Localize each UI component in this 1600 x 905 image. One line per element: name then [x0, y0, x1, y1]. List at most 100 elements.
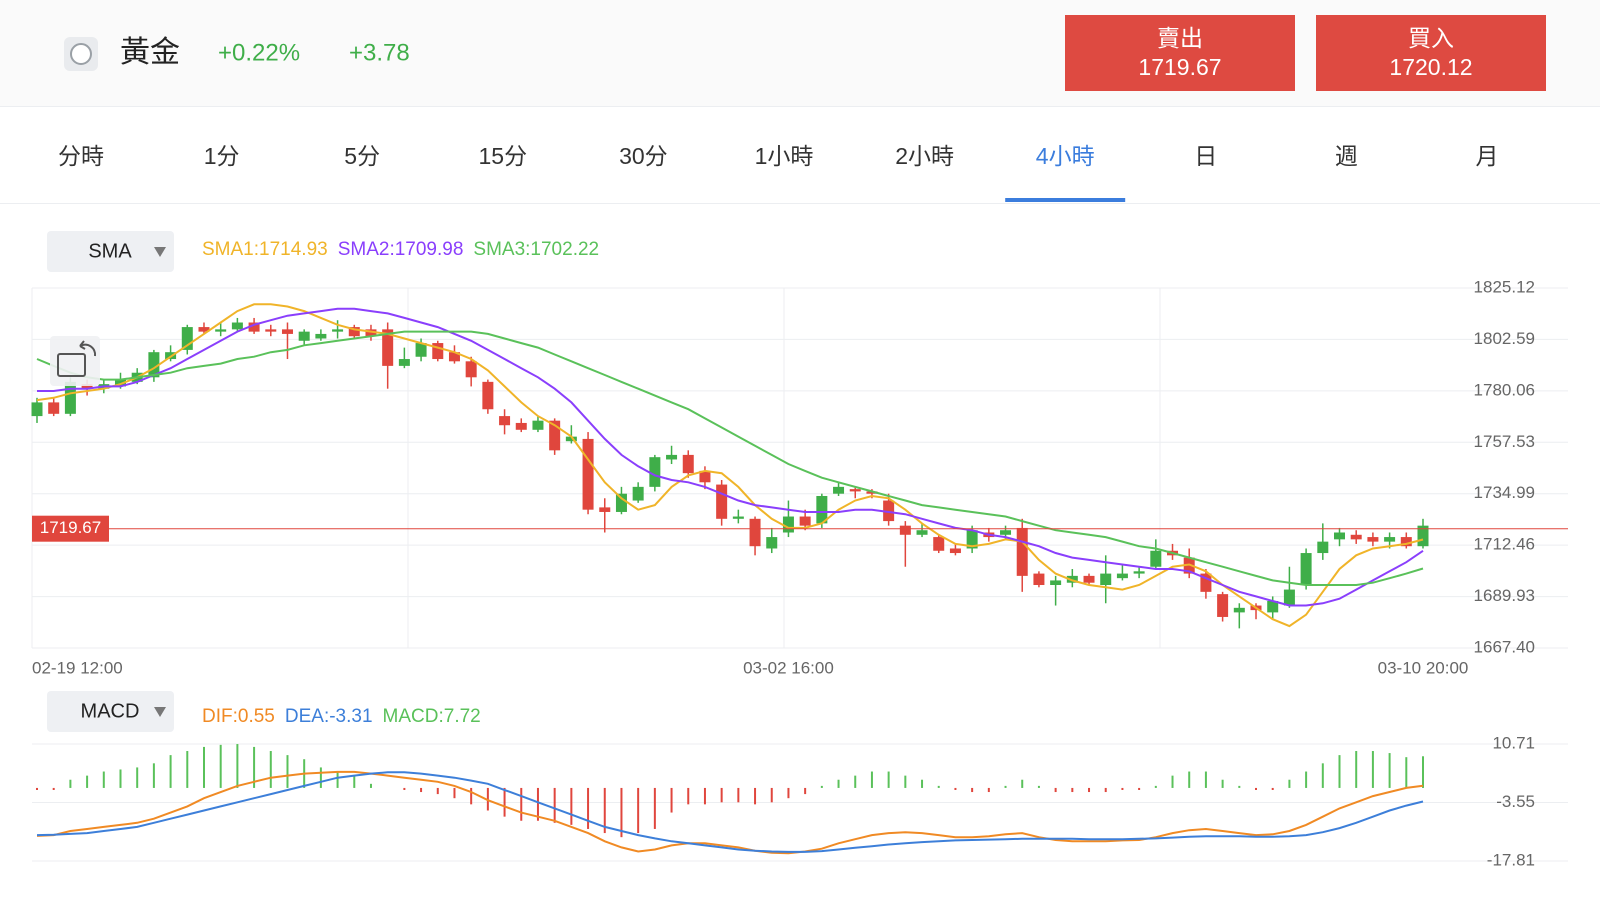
candle-body — [398, 359, 410, 366]
candle-body — [883, 500, 895, 522]
candle-body — [1384, 537, 1396, 542]
sma-dropdown[interactable]: SMA — [47, 231, 174, 272]
legend-entry: DIF:0.55 — [202, 706, 275, 727]
candle-body — [532, 420, 544, 430]
sell-label: 賣出 — [1157, 25, 1203, 51]
candle-body — [64, 381, 76, 414]
candle-body — [265, 329, 277, 332]
candle-body — [1317, 541, 1329, 554]
tab[interactable]: 5分 — [344, 143, 380, 169]
buy-button-bg[interactable] — [1316, 15, 1546, 91]
y-tick-label: -17.81 — [1487, 850, 1535, 869]
y-tick-label: -3.55 — [1496, 792, 1535, 811]
candle-body — [248, 322, 260, 332]
dropdown-arrow — [154, 707, 166, 717]
y-tick-label: 1689.93 — [1474, 586, 1535, 605]
candle-body — [415, 343, 427, 357]
candle-body — [81, 384, 93, 389]
tab[interactable]: 月 — [1476, 143, 1499, 169]
candle-body — [1334, 532, 1346, 540]
candle-body — [549, 420, 561, 451]
candle-body — [382, 329, 394, 366]
candle-body — [1417, 525, 1429, 547]
indicator-line — [36, 303, 1424, 628]
y-tick-label: 1780.06 — [1474, 380, 1535, 399]
candle-body — [849, 489, 861, 492]
tab[interactable]: 1小時 — [755, 143, 814, 169]
macd-dropdown[interactable]: MACD — [47, 691, 174, 732]
candle-body — [682, 454, 694, 474]
current-price-label: 1719.67 — [40, 518, 101, 537]
buy-button[interactable]: 買入 1720.12 — [1316, 15, 1546, 91]
asset-name: 黃金 — [120, 36, 180, 69]
candle-body — [1150, 550, 1162, 567]
candle-body — [231, 322, 243, 330]
legend-entry: SMA2:1709.98 — [338, 239, 464, 260]
tab[interactable]: 1分 — [204, 143, 240, 169]
buy-price: 1720.12 — [1389, 54, 1472, 80]
candle-body — [782, 516, 794, 533]
tab-indicator — [1005, 198, 1126, 202]
candle-body — [1200, 573, 1212, 592]
buy-label: 買入 — [1408, 25, 1454, 51]
candle-body — [1100, 573, 1112, 586]
candle-body — [582, 438, 594, 510]
reset-button[interactable] — [50, 336, 100, 386]
dropdown-bg[interactable] — [47, 691, 174, 732]
x-tick-label: 03-02 16:00 — [743, 658, 834, 677]
indicator-line — [37, 307, 1424, 607]
tab[interactable]: 30分 — [619, 143, 668, 169]
candle-body — [315, 333, 327, 339]
y-tick-label: 1712.46 — [1474, 535, 1535, 554]
dropdown-label: MACD — [81, 700, 140, 722]
candle-body — [432, 343, 444, 360]
candle-body — [732, 516, 744, 519]
legend-entry: MACD:7.72 — [383, 706, 481, 727]
reset-bg[interactable] — [50, 336, 100, 386]
tab[interactable]: 15分 — [479, 143, 528, 169]
candle-body — [949, 548, 961, 554]
candle-body — [1350, 534, 1362, 540]
candle-body — [1050, 580, 1062, 586]
candle-body — [298, 331, 310, 341]
candle-body — [114, 379, 126, 387]
candle-body — [515, 422, 527, 430]
x-tick-label: 02-19 12:00 — [32, 658, 123, 677]
y-tick-label: 1667.40 — [1474, 637, 1535, 656]
candle-body — [716, 484, 728, 519]
indicator-line — [36, 770, 1424, 855]
candle-body — [1300, 553, 1312, 586]
candle-body — [766, 537, 778, 549]
candle-body — [1217, 594, 1229, 617]
select-radio[interactable] — [70, 43, 92, 65]
candle-body — [31, 402, 43, 417]
candle-body — [833, 486, 845, 494]
tab[interactable]: 4小時 — [1036, 143, 1095, 169]
sell-button-bg[interactable] — [1065, 15, 1295, 91]
current-price-tag — [32, 515, 109, 542]
candle-body — [215, 329, 227, 332]
candle-body — [816, 495, 828, 524]
tab[interactable]: 分時 — [58, 143, 104, 169]
tab[interactable]: 日 — [1194, 143, 1217, 169]
candle-body — [1267, 600, 1279, 613]
dropdown-bg[interactable] — [47, 231, 174, 272]
change-value: +3.78 — [349, 39, 410, 66]
candle-body — [799, 516, 811, 526]
candle-body — [365, 329, 377, 337]
change-percent: +0.22% — [218, 39, 300, 66]
candle-body — [933, 537, 945, 551]
y-tick-label: 1757.53 — [1474, 432, 1535, 451]
y-tick-label: 1734.99 — [1474, 483, 1535, 502]
candle-body — [482, 381, 494, 410]
sell-button[interactable]: 賣出 1719.67 — [1065, 15, 1295, 91]
candle-body — [181, 327, 193, 350]
tab[interactable]: 週 — [1335, 143, 1358, 169]
candle-body — [1016, 527, 1028, 576]
candle-body — [448, 352, 460, 362]
candle-body — [1133, 571, 1145, 574]
candle-body — [1283, 589, 1295, 606]
candle-body — [899, 525, 911, 535]
tab[interactable]: 2小時 — [895, 143, 954, 169]
